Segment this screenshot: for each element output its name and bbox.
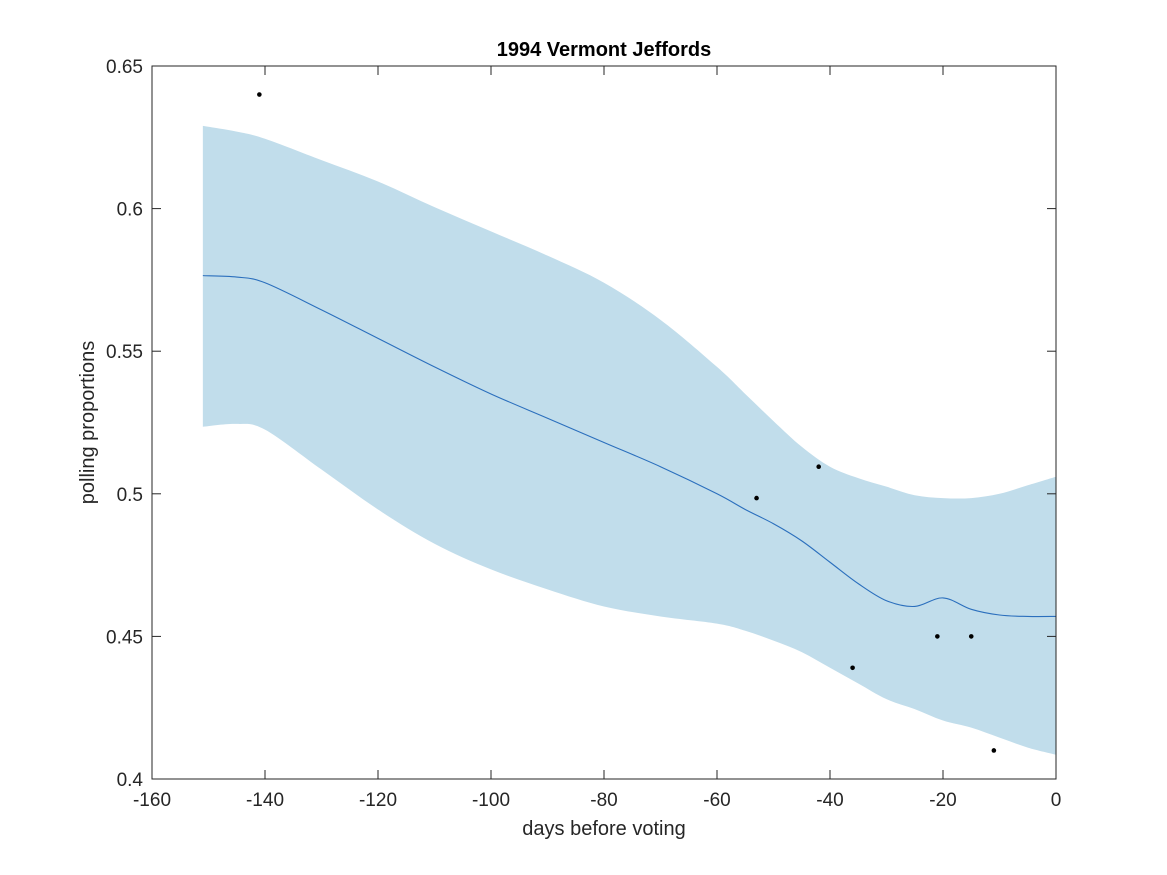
data-point [257,92,262,97]
data-point [991,748,997,753]
y-tick-label: 0.65 [106,57,143,78]
x-tick-label: -160 [133,790,171,811]
data-point [935,634,940,639]
y-tick-label: 0.55 [106,342,143,363]
y-axis-label: polling proportions [77,341,99,504]
x-tick-label: -20 [929,790,956,811]
data-point [850,665,855,671]
x-tick-label: -100 [472,790,510,811]
x-tick-label: 0 [1051,790,1062,811]
data-point [754,495,759,501]
y-tick-label: 0.6 [117,200,143,221]
plot-area [202,92,1057,755]
y-tick-label: 0.5 [117,485,143,506]
x-tick-label: -140 [246,790,284,811]
y-tick-label: 0.4 [117,770,144,791]
x-tick-label: -40 [816,790,843,811]
y-tick-label: 0.45 [106,627,143,648]
confidence-band [202,125,1057,755]
chart-title: 1994 Vermont Jeffords [497,39,712,61]
axis-ticks: -160 -140 -120 -100 -80 -60 -40 -20 0 0.4 0.45 0.5 0… [106,57,1061,811]
x-axis-label: days before voting [522,818,685,840]
mean-line [202,275,1057,618]
data-point [968,634,974,639]
x-tick-label: -80 [590,790,617,811]
data-point [816,464,821,470]
x-tick-label: -120 [359,790,397,811]
x-tick-label: -60 [703,790,730,811]
